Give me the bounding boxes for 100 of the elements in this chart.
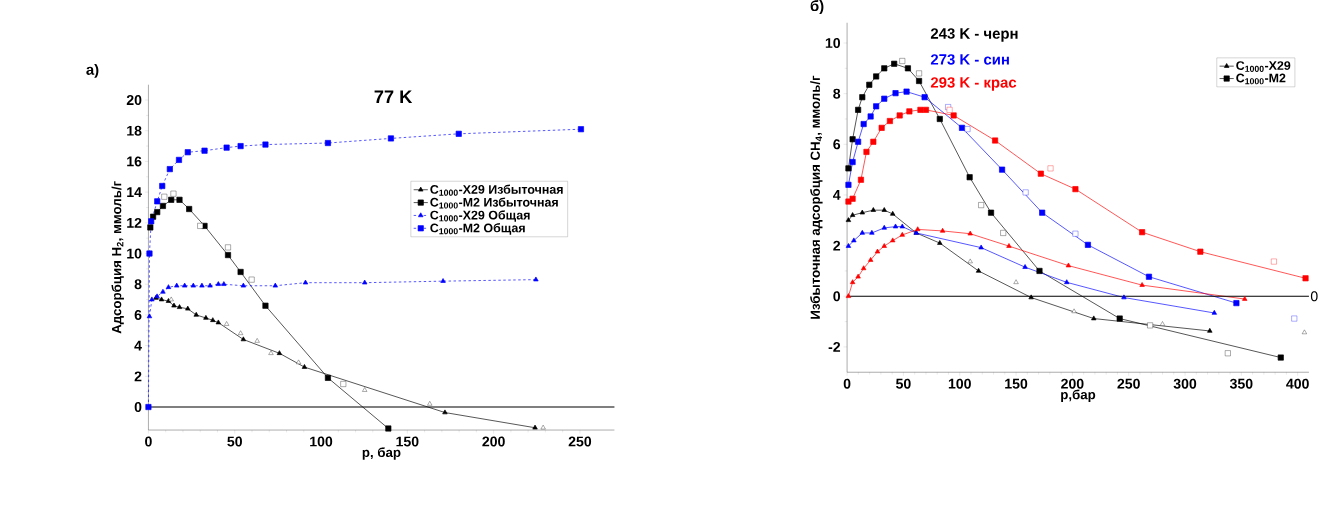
point xyxy=(1037,170,1044,177)
point xyxy=(1301,329,1307,335)
x-tick-label: 150 xyxy=(396,436,419,447)
point xyxy=(276,350,283,356)
point xyxy=(849,195,856,202)
chart-title: 77 K xyxy=(374,90,413,104)
point xyxy=(146,250,153,257)
point xyxy=(248,276,255,283)
point xyxy=(845,217,852,223)
point xyxy=(362,279,368,285)
point xyxy=(999,166,1006,173)
point xyxy=(185,305,191,311)
point xyxy=(1084,241,1091,248)
point xyxy=(268,350,274,355)
point xyxy=(147,224,154,231)
y-axis-title: Адсорбция H$_{2}$, ммоль/г xyxy=(111,181,124,334)
legend-label: C$_{1000}$-M2 Общая xyxy=(430,223,525,235)
x-tick-label: 0 xyxy=(843,378,851,389)
point xyxy=(148,218,155,225)
point xyxy=(168,196,175,203)
point xyxy=(1139,282,1145,287)
point xyxy=(975,268,982,273)
point xyxy=(855,107,862,113)
point xyxy=(301,364,308,369)
point xyxy=(845,165,852,172)
point xyxy=(154,198,161,205)
point xyxy=(154,209,161,216)
point xyxy=(262,141,269,148)
legend-label: C$_{1000}$-M2 xyxy=(1236,73,1286,85)
point xyxy=(1039,209,1046,216)
point xyxy=(324,140,331,147)
point xyxy=(362,387,368,392)
point xyxy=(939,228,946,233)
point xyxy=(1028,294,1034,300)
x-tick-label: 350 xyxy=(1229,378,1253,389)
point xyxy=(874,248,881,254)
y-tick-label: 2 xyxy=(134,371,142,382)
point xyxy=(145,404,152,411)
point xyxy=(845,293,852,299)
point xyxy=(238,330,244,335)
y-tick-label: 20 xyxy=(126,95,142,106)
point xyxy=(1147,322,1153,329)
point xyxy=(186,206,193,213)
point xyxy=(225,244,231,251)
point xyxy=(881,225,887,230)
point xyxy=(272,282,278,288)
point xyxy=(455,130,462,137)
point xyxy=(176,196,183,203)
point xyxy=(237,143,244,150)
point xyxy=(427,401,433,406)
legend-label: C$_{1000}$-X29 Избыточная xyxy=(430,184,563,196)
point xyxy=(1121,294,1127,300)
point xyxy=(967,230,973,236)
y-tick-label: 0 xyxy=(134,402,142,413)
point xyxy=(859,209,865,215)
point xyxy=(855,138,862,145)
point xyxy=(899,223,905,229)
point xyxy=(860,121,867,128)
y-tick-label: 8 xyxy=(833,88,841,99)
point xyxy=(1197,248,1204,255)
point xyxy=(1036,268,1043,275)
y-axis-title: Избыточная адсорбция CH$_{4}$, ммоль/г xyxy=(810,75,823,319)
point xyxy=(988,209,995,216)
point xyxy=(1277,354,1284,361)
point xyxy=(1072,231,1079,237)
point xyxy=(899,232,905,237)
x-tick-label: 100 xyxy=(310,436,333,447)
point xyxy=(221,281,227,287)
y-tick-label: 6 xyxy=(833,139,841,150)
point xyxy=(849,212,856,218)
y-tick-label: 4 xyxy=(832,190,841,200)
point xyxy=(881,243,887,248)
point xyxy=(149,296,155,302)
x-tick-label: 50 xyxy=(896,378,911,389)
point xyxy=(855,273,861,279)
point xyxy=(1139,229,1146,236)
point xyxy=(254,338,260,343)
point xyxy=(262,302,269,309)
text: б) xyxy=(810,0,824,15)
point xyxy=(1160,321,1165,326)
point xyxy=(849,136,856,143)
annotation: 243 K - черн xyxy=(930,28,1018,42)
point xyxy=(886,118,893,125)
point xyxy=(903,88,910,95)
x-tick-label: 100 xyxy=(948,378,971,389)
point xyxy=(533,276,539,282)
point xyxy=(1065,262,1072,268)
point xyxy=(859,94,866,101)
point xyxy=(577,126,584,133)
y-tick-label: 14 xyxy=(127,187,142,198)
point xyxy=(171,302,177,308)
x-tick-label: 50 xyxy=(227,436,242,447)
point xyxy=(1271,258,1277,265)
y-tick-label: 8 xyxy=(134,279,142,290)
point xyxy=(845,181,852,188)
point xyxy=(215,281,221,287)
point xyxy=(1302,275,1309,282)
point xyxy=(161,194,168,200)
x-axis-title: p, бар xyxy=(362,447,401,460)
point xyxy=(296,359,302,365)
